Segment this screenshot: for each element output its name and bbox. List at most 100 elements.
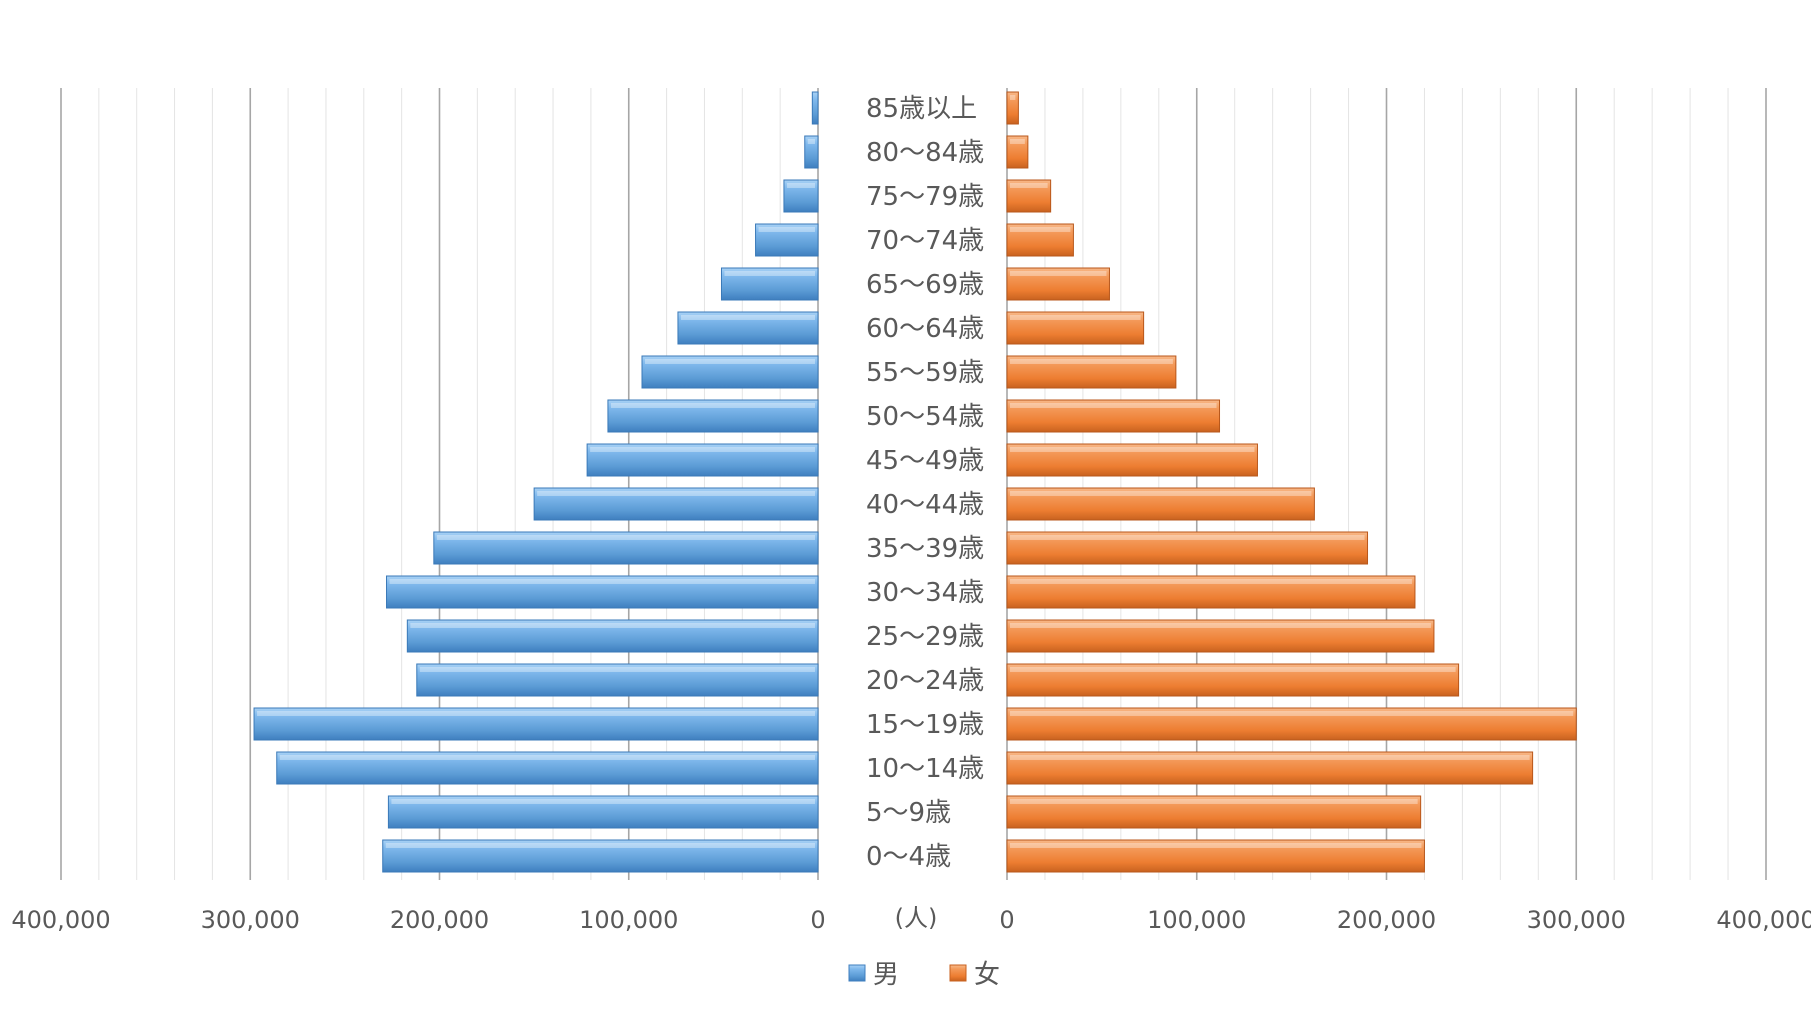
- tick-label-left: 400,000: [11, 906, 110, 934]
- right-axis-ticks: 0 100,000 200,000 300,000 400,000: [999, 906, 1811, 934]
- bar-female-13: [1006, 663, 1460, 697]
- bar-male-13: [416, 663, 819, 697]
- bar-male-highlight-3: [758, 227, 815, 232]
- age-group-labels: 85歳以上 80～84歳 75～79歳 70～74歳 65～69歳 60～64歳 55～59…: [866, 94, 984, 872]
- tick-label-left: 200,000: [390, 906, 489, 934]
- tick-label-left: 300,000: [201, 906, 300, 934]
- age-group-label: 40～44歳: [866, 490, 984, 520]
- bar-female-highlight-7: [1010, 403, 1217, 408]
- legend-swatch-male: [848, 964, 866, 982]
- bar-female-12: [1006, 619, 1435, 653]
- age-group-label: 70～74歳: [866, 226, 984, 256]
- bar-female-1: [1006, 135, 1029, 169]
- bar-female-highlight-8: [1010, 447, 1255, 452]
- bar-male-11: [386, 575, 819, 609]
- tick-label-right: 0: [999, 906, 1014, 934]
- tick-label-right: 300,000: [1527, 906, 1626, 934]
- legend-label-male: 男: [873, 960, 899, 990]
- age-group-label: 80～84歳: [866, 138, 984, 168]
- bar-male-1: [804, 135, 819, 169]
- bar-male-4: [720, 267, 819, 301]
- bar-female-9: [1006, 487, 1315, 521]
- bar-male-7: [607, 399, 819, 433]
- bar-female-highlight-3: [1010, 227, 1071, 232]
- bar-male-highlight-14: [257, 711, 815, 716]
- bar-female-highlight-4: [1010, 271, 1107, 276]
- age-group-label: 25～29歳: [866, 622, 984, 652]
- bar-female-highlight-9: [1010, 491, 1312, 496]
- bar-male-highlight-8: [590, 447, 815, 452]
- bar-male-17: [382, 839, 819, 873]
- legend-label-female: 女: [974, 960, 1000, 990]
- age-group-label: 50～54歳: [866, 402, 984, 432]
- age-group-label: 75～79歳: [866, 182, 984, 212]
- left-axis-ticks: 400,000 300,000 200,000 100,000 0: [11, 906, 825, 934]
- bar-male-highlight-2: [786, 183, 815, 188]
- bar-female-highlight-14: [1010, 711, 1574, 716]
- bar-female-highlight-0: [1010, 95, 1016, 100]
- age-group-label: 60～64歳: [866, 314, 984, 344]
- age-group-label: 10～14歳: [866, 754, 984, 784]
- bar-male-0: [811, 91, 819, 125]
- bar-female-16: [1006, 795, 1422, 829]
- female-bars: [1006, 91, 1577, 873]
- bar-male-highlight-12: [410, 623, 815, 628]
- age-group-label: 45～49歳: [866, 446, 984, 476]
- age-group-label: 20～24歳: [866, 666, 984, 696]
- bar-female-highlight-16: [1010, 799, 1418, 804]
- age-group-label: 55～59歳: [866, 358, 984, 388]
- unit-label: (人): [895, 904, 938, 932]
- age-group-label: 5～9歳: [866, 798, 951, 828]
- tick-label-left: 0: [810, 906, 825, 934]
- age-group-label: 35～39歳: [866, 534, 984, 564]
- bar-female-highlight-5: [1010, 315, 1141, 320]
- bar-female-8: [1006, 443, 1258, 477]
- male-bars: [253, 91, 819, 873]
- bar-female-highlight-1: [1010, 139, 1025, 144]
- bar-male-6: [641, 355, 819, 389]
- bar-male-highlight-16: [391, 799, 815, 804]
- bar-male-16: [387, 795, 819, 829]
- bar-male-highlight-13: [419, 667, 815, 672]
- bar-female-highlight-2: [1010, 183, 1048, 188]
- bar-female-highlight-10: [1010, 535, 1365, 540]
- bar-male-highlight-17: [385, 843, 815, 848]
- age-group-label: 65～69歳: [866, 270, 984, 300]
- bar-female-7: [1006, 399, 1221, 433]
- bar-male-highlight-4: [724, 271, 815, 276]
- age-group-label: 85歳以上: [866, 94, 977, 124]
- bar-male-8: [586, 443, 819, 477]
- bar-female-17: [1006, 839, 1425, 873]
- age-group-label: 0～4歳: [866, 842, 951, 872]
- bar-male-highlight-7: [610, 403, 815, 408]
- bar-female-4: [1006, 267, 1110, 301]
- bar-female-15: [1006, 751, 1534, 785]
- bar-male-14: [253, 707, 819, 741]
- bar-male-9: [533, 487, 819, 521]
- bar-male-highlight-15: [279, 755, 815, 760]
- legend-item-male: 男: [848, 960, 899, 990]
- bar-female-highlight-17: [1010, 843, 1422, 848]
- major-gridlines: [60, 88, 1767, 880]
- bar-male-highlight-6: [644, 359, 815, 364]
- tick-label-left: 100,000: [579, 906, 678, 934]
- age-group-label: 15～19歳: [866, 710, 984, 740]
- age-group-label: 30～34歳: [866, 578, 984, 608]
- bar-male-3: [755, 223, 819, 257]
- bar-female-highlight-11: [1010, 579, 1412, 584]
- bar-female-highlight-6: [1010, 359, 1173, 364]
- bar-female-highlight-12: [1010, 623, 1431, 628]
- bar-male-highlight-10: [436, 535, 815, 540]
- bar-female-highlight-13: [1010, 667, 1456, 672]
- bar-male-10: [433, 531, 819, 565]
- bar-female-3: [1006, 223, 1074, 257]
- tick-label-right: 400,000: [1716, 906, 1811, 934]
- bar-female-5: [1006, 311, 1145, 345]
- bar-male-2: [783, 179, 819, 213]
- tick-label-right: 200,000: [1337, 906, 1436, 934]
- minor-gridlines: [98, 88, 1729, 880]
- bar-female-highlight-15: [1010, 755, 1530, 760]
- bar-male-highlight-1: [807, 139, 815, 144]
- bar-male-highlight-9: [537, 491, 815, 496]
